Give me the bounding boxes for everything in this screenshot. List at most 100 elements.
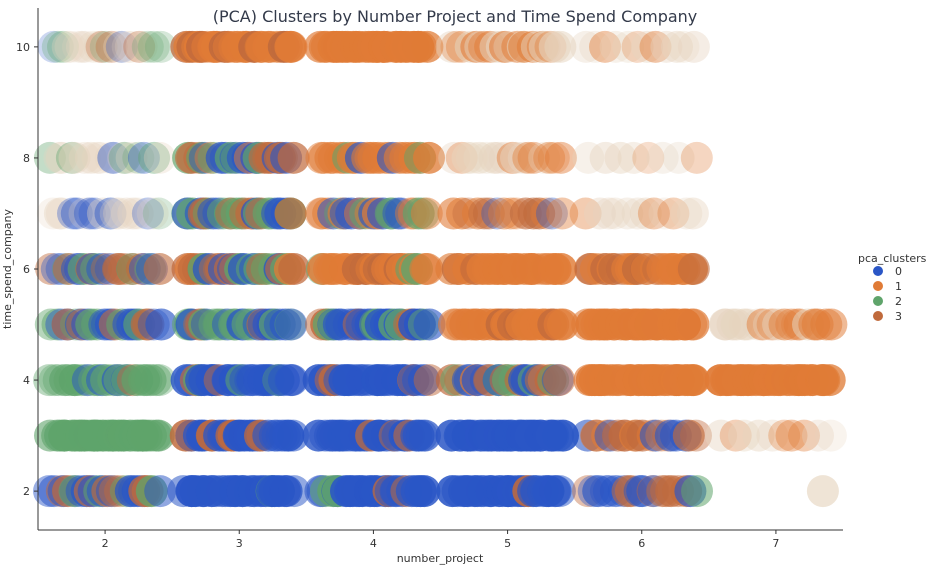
data-point	[145, 308, 178, 341]
data-point	[482, 141, 515, 174]
data-point	[569, 197, 602, 230]
data-point	[570, 30, 602, 63]
data-point	[103, 197, 135, 230]
x-axis-label: number_project	[397, 552, 484, 565]
data-point	[41, 30, 74, 63]
data-point	[107, 141, 140, 174]
data-point	[544, 141, 577, 174]
data-point	[728, 419, 760, 452]
data-point	[481, 197, 514, 230]
data-point	[110, 197, 143, 230]
data-point	[670, 197, 703, 230]
data-point	[535, 197, 568, 230]
data-point	[81, 141, 114, 174]
data-point	[589, 30, 621, 63]
data-point	[117, 197, 150, 230]
data-point	[533, 141, 566, 174]
legend-label: 0	[895, 265, 902, 278]
data-point	[77, 30, 110, 63]
y-ticks: 2 4 6 8 10	[16, 41, 38, 498]
data-point	[94, 141, 127, 174]
data-point	[411, 30, 444, 63]
data-point	[99, 197, 132, 230]
data-point	[73, 197, 106, 230]
data-point	[278, 253, 311, 285]
data-point	[802, 419, 834, 452]
data-point	[478, 141, 511, 174]
data-point	[507, 141, 540, 174]
data-point	[445, 141, 478, 174]
data-point	[409, 419, 441, 452]
data-point	[269, 308, 302, 341]
data-point	[657, 197, 690, 230]
data-point	[544, 30, 577, 63]
data-point	[530, 197, 563, 230]
data-point	[143, 141, 176, 174]
data-point	[742, 308, 775, 341]
data-point	[592, 197, 625, 230]
data-point	[411, 253, 444, 285]
data-point	[572, 141, 605, 174]
data-point	[69, 30, 102, 63]
data-point	[274, 197, 307, 230]
data-point	[142, 197, 175, 230]
legend-swatch	[873, 311, 883, 321]
data-point	[661, 30, 693, 63]
data-point	[455, 141, 488, 174]
data-point	[438, 141, 471, 174]
data-point	[632, 141, 665, 174]
data-point	[111, 30, 144, 63]
data-point	[115, 141, 148, 174]
data-point	[94, 197, 127, 230]
legend-swatch	[873, 266, 883, 276]
data-point	[95, 30, 128, 63]
data-point	[78, 197, 111, 230]
data-point	[142, 419, 175, 452]
data-point	[413, 364, 446, 397]
legend-title: pca_clusters	[858, 252, 927, 265]
x-tick-label: 2	[102, 537, 109, 550]
data-point	[775, 419, 808, 452]
data-point	[413, 308, 446, 341]
data-point	[732, 308, 765, 341]
data-point	[788, 419, 820, 452]
y-tick-label: 4	[23, 374, 30, 387]
data-point	[517, 141, 550, 174]
data-point	[45, 141, 78, 174]
data-point	[62, 30, 94, 63]
data-point	[57, 197, 89, 230]
data-point	[43, 197, 76, 230]
data-point	[45, 197, 78, 230]
data-point	[680, 141, 713, 174]
y-tick-label: 6	[23, 263, 30, 276]
data-point	[746, 308, 779, 341]
data-point	[677, 364, 710, 397]
legend-swatch	[873, 281, 883, 291]
data-point	[662, 141, 695, 174]
data-point	[719, 419, 752, 452]
data-point	[589, 141, 622, 174]
data-point	[756, 419, 789, 452]
data-point	[85, 30, 118, 63]
data-point	[60, 197, 93, 230]
legend-label: 1	[895, 280, 902, 293]
data-point	[637, 197, 670, 230]
data-point	[68, 141, 101, 174]
data-point	[523, 197, 556, 230]
data-point	[408, 475, 441, 508]
data-point	[621, 30, 654, 63]
data-point	[547, 308, 579, 341]
data-point	[742, 419, 775, 452]
data-point	[617, 141, 650, 174]
data-point	[768, 419, 801, 452]
data-point	[143, 364, 176, 397]
data-point	[815, 308, 848, 341]
data-point	[36, 197, 69, 230]
data-point	[806, 475, 839, 508]
data-point	[51, 30, 84, 63]
data-point	[472, 197, 505, 230]
data-point	[512, 141, 545, 174]
data-point	[546, 197, 579, 230]
data-point	[667, 30, 700, 63]
